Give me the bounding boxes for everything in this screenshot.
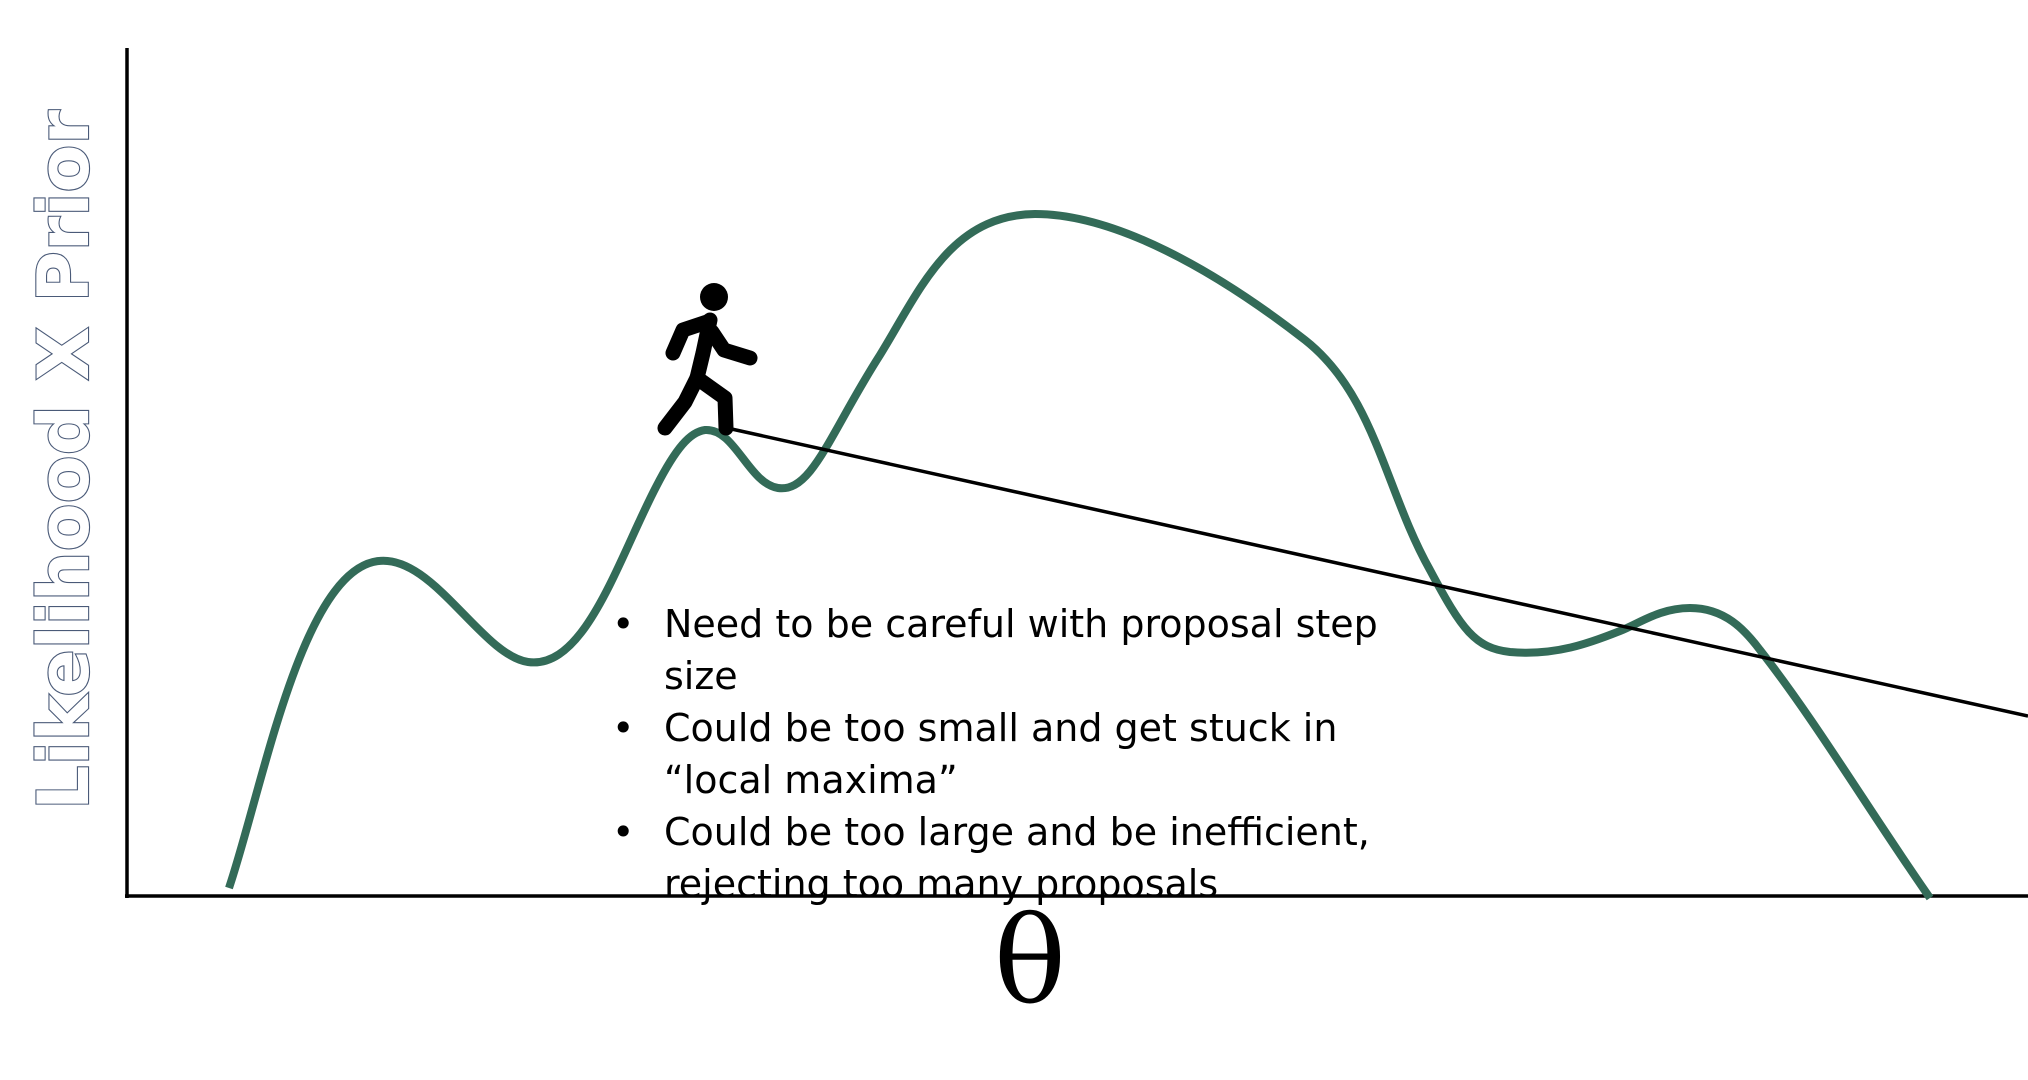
y-axis-label: Likelihood X Prior [23, 110, 105, 810]
note-too-large: Could be too large and be inefficient, r… [604, 806, 1404, 910]
note-step-size: Need to be careful with proposal step si… [604, 598, 1404, 702]
walking-person-icon [657, 283, 758, 436]
x-axis-label: θ [994, 892, 1066, 1031]
posterior-curve [225, 209, 1934, 901]
note-too-small: Could be too small and get stuck in “loc… [604, 702, 1404, 806]
notes-list: Need to be careful with proposal step si… [604, 598, 1404, 910]
proposal-jump-line [726, 426, 2028, 718]
